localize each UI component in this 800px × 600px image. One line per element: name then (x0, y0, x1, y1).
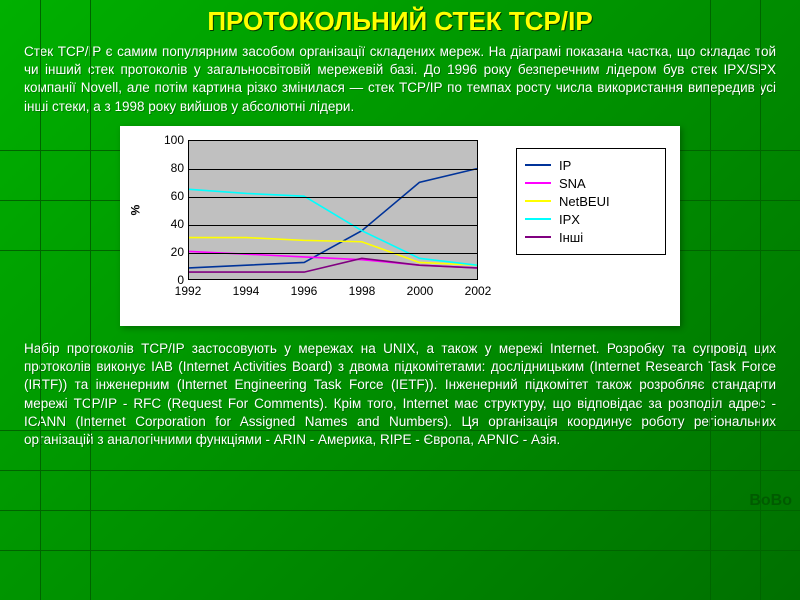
y-axis-label: % (128, 205, 142, 216)
line-series (189, 141, 477, 279)
x-tick: 1992 (164, 284, 212, 298)
legend-item-other: Інші (525, 230, 657, 245)
body-paragraph: Набір протоколів TCP/IP застосовують у м… (0, 330, 800, 453)
legend: IP SNA NetBEUI IPX Інші (516, 148, 666, 255)
protocol-chart: % 020406080100 199219941996199820002002 … (120, 126, 680, 326)
legend-label: IPX (559, 212, 580, 227)
y-tick: 100 (152, 133, 184, 147)
legend-item-ip: IP (525, 158, 657, 173)
y-tick: 80 (152, 161, 184, 175)
y-tick: 60 (152, 189, 184, 203)
legend-item-ipx: IPX (525, 212, 657, 227)
legend-label: SNA (559, 176, 586, 191)
series-netbeui (189, 237, 477, 265)
y-tick: 40 (152, 217, 184, 231)
intro-paragraph: Стек TCP/IP є самим популярним засобом о… (0, 37, 800, 120)
y-tick: 20 (152, 245, 184, 259)
watermark: BoBo (749, 492, 792, 510)
legend-item-netbeui: NetBEUI (525, 194, 657, 209)
x-tick: 1996 (280, 284, 328, 298)
legend-label: Інші (559, 230, 583, 245)
x-tick: 1994 (222, 284, 270, 298)
x-tick: 2002 (454, 284, 502, 298)
plot-area (188, 140, 478, 280)
x-tick: 1998 (338, 284, 386, 298)
legend-label: NetBEUI (559, 194, 610, 209)
page-title: ПРОТОКОЛЬНИЙ СТЕК TCP/IP (0, 0, 800, 37)
legend-item-sna: SNA (525, 176, 657, 191)
legend-label: IP (559, 158, 571, 173)
x-tick: 2000 (396, 284, 444, 298)
